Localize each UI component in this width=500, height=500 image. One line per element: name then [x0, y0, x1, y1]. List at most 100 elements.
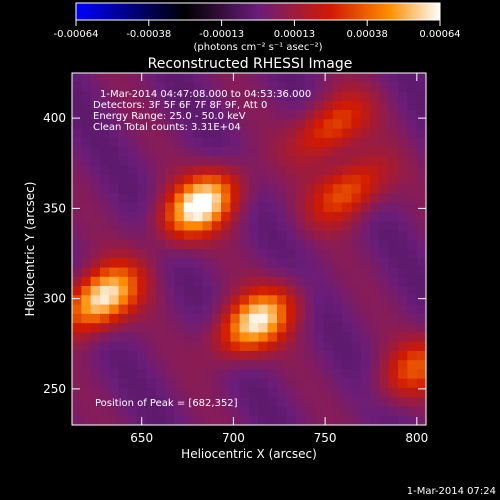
- heatmap-cell: [193, 323, 204, 333]
- heatmap-cell: [258, 378, 269, 389]
- heatmap-cell: [221, 304, 231, 315]
- heatmap-cell: [398, 397, 408, 408]
- heatmap-cell: [165, 360, 176, 371]
- heatmap-cell: [276, 100, 287, 111]
- heatmap-cell: [174, 323, 185, 333]
- colorbar-tick-label: 0.00013: [274, 29, 315, 40]
- heatmap-cell: [99, 415, 110, 426]
- heatmap-cell: [379, 286, 390, 296]
- heatmap-cell: [193, 406, 204, 417]
- heatmap-cell: [109, 258, 120, 269]
- heatmap-cell: [249, 156, 259, 167]
- heatmap-cell: [388, 73, 399, 83]
- heatmap-cell: [370, 82, 381, 93]
- heatmap-cell: [342, 211, 353, 222]
- heatmap-cell: [99, 193, 110, 204]
- heatmap-cell: [118, 100, 129, 111]
- heatmap-cell: [202, 360, 213, 371]
- heatmap-cell: [146, 332, 157, 343]
- heatmap-cell: [183, 378, 194, 389]
- heatmap-cell: [118, 387, 129, 398]
- heatmap-cell: [351, 221, 362, 232]
- heatmap-cell: [109, 202, 120, 213]
- heatmap-cell: [332, 369, 343, 380]
- heatmap-cell: [202, 258, 213, 269]
- heatmap-cell: [137, 387, 148, 398]
- heatmap-cell: [249, 295, 259, 306]
- heatmap-cell: [416, 295, 427, 306]
- heatmap-cell: [72, 193, 82, 204]
- heatmap-cell: [165, 369, 176, 380]
- heatmap-cell: [202, 276, 213, 287]
- heatmap-cell: [407, 313, 418, 324]
- heatmap-cell: [221, 276, 231, 287]
- heatmap-cell: [398, 295, 408, 306]
- heatmap-cell: [165, 415, 176, 426]
- heatmap-cell: [202, 286, 213, 296]
- heatmap-cell: [258, 230, 269, 241]
- heatmap-cell: [90, 415, 101, 426]
- heatmap-cell: [388, 119, 399, 130]
- heatmap-cell: [174, 415, 185, 426]
- heatmap-cell: [416, 184, 427, 195]
- heatmap-cell: [249, 91, 259, 102]
- heatmap-cell: [127, 221, 138, 232]
- heatmap-cell: [155, 73, 166, 83]
- heatmap-cell: [416, 239, 427, 250]
- heatmap-cell: [342, 295, 353, 306]
- heatmap-cell: [267, 193, 278, 204]
- info-line: Energy Range: 25.0 - 50.0 keV: [93, 111, 246, 122]
- heatmap-cell: [276, 82, 287, 93]
- heatmap-cell: [342, 239, 353, 250]
- heatmap-cell: [81, 156, 92, 167]
- heatmap-cell: [276, 258, 287, 269]
- heatmap-cell: [323, 174, 334, 185]
- heatmap-cell: [258, 323, 269, 333]
- heatmap-cell: [81, 313, 92, 324]
- heatmap-cell: [258, 193, 269, 204]
- heatmap-cell: [286, 286, 297, 296]
- heatmap-cell: [249, 387, 259, 398]
- heatmap-cell: [81, 387, 92, 398]
- heatmap-cell: [239, 295, 250, 306]
- heatmap-cell: [360, 387, 371, 398]
- heatmap-cell: [155, 211, 166, 222]
- heatmap-cell: [286, 137, 297, 148]
- colorbar-tick-label: -0.00064: [54, 29, 99, 40]
- heatmap-cell: [155, 230, 166, 241]
- heatmap-cell: [146, 369, 157, 380]
- heatmap-cell: [286, 110, 297, 120]
- heatmap-cell: [230, 369, 241, 380]
- heatmap-cell: [388, 267, 399, 278]
- heatmap-cell: [388, 184, 399, 195]
- heatmap-cell: [286, 147, 297, 157]
- colorbar: [75, 2, 441, 21]
- heatmap-cell: [304, 202, 315, 213]
- heatmap-cell: [370, 369, 381, 380]
- heatmap-cell: [146, 147, 157, 157]
- heatmap-cell: [407, 239, 418, 250]
- heatmap-cell: [416, 378, 427, 389]
- heatmap-cell: [211, 332, 222, 343]
- heatmap-cell: [137, 100, 148, 111]
- heatmap-cell: [239, 239, 250, 250]
- heatmap-cell: [304, 304, 315, 315]
- heatmap-cell: [99, 360, 110, 371]
- heatmap-cell: [137, 110, 148, 120]
- heatmap-cell: [407, 137, 418, 148]
- heatmap-cell: [99, 286, 110, 296]
- heatmap-cell: [398, 304, 408, 315]
- heatmap-cell: [99, 119, 110, 130]
- heatmap-cell: [351, 415, 362, 426]
- heatmap-cell: [276, 147, 287, 157]
- heatmap-cell: [407, 128, 418, 139]
- heatmap-cell: [72, 174, 82, 185]
- heatmap-cell: [388, 387, 399, 398]
- heatmap-cell: [118, 286, 129, 296]
- heatmap-cell: [165, 119, 176, 130]
- heatmap-cell: [211, 147, 222, 157]
- heatmap-cell: [239, 91, 250, 102]
- heatmap-cell: [379, 137, 390, 148]
- heatmap-cell: [230, 165, 241, 176]
- heatmap-cell: [286, 73, 297, 83]
